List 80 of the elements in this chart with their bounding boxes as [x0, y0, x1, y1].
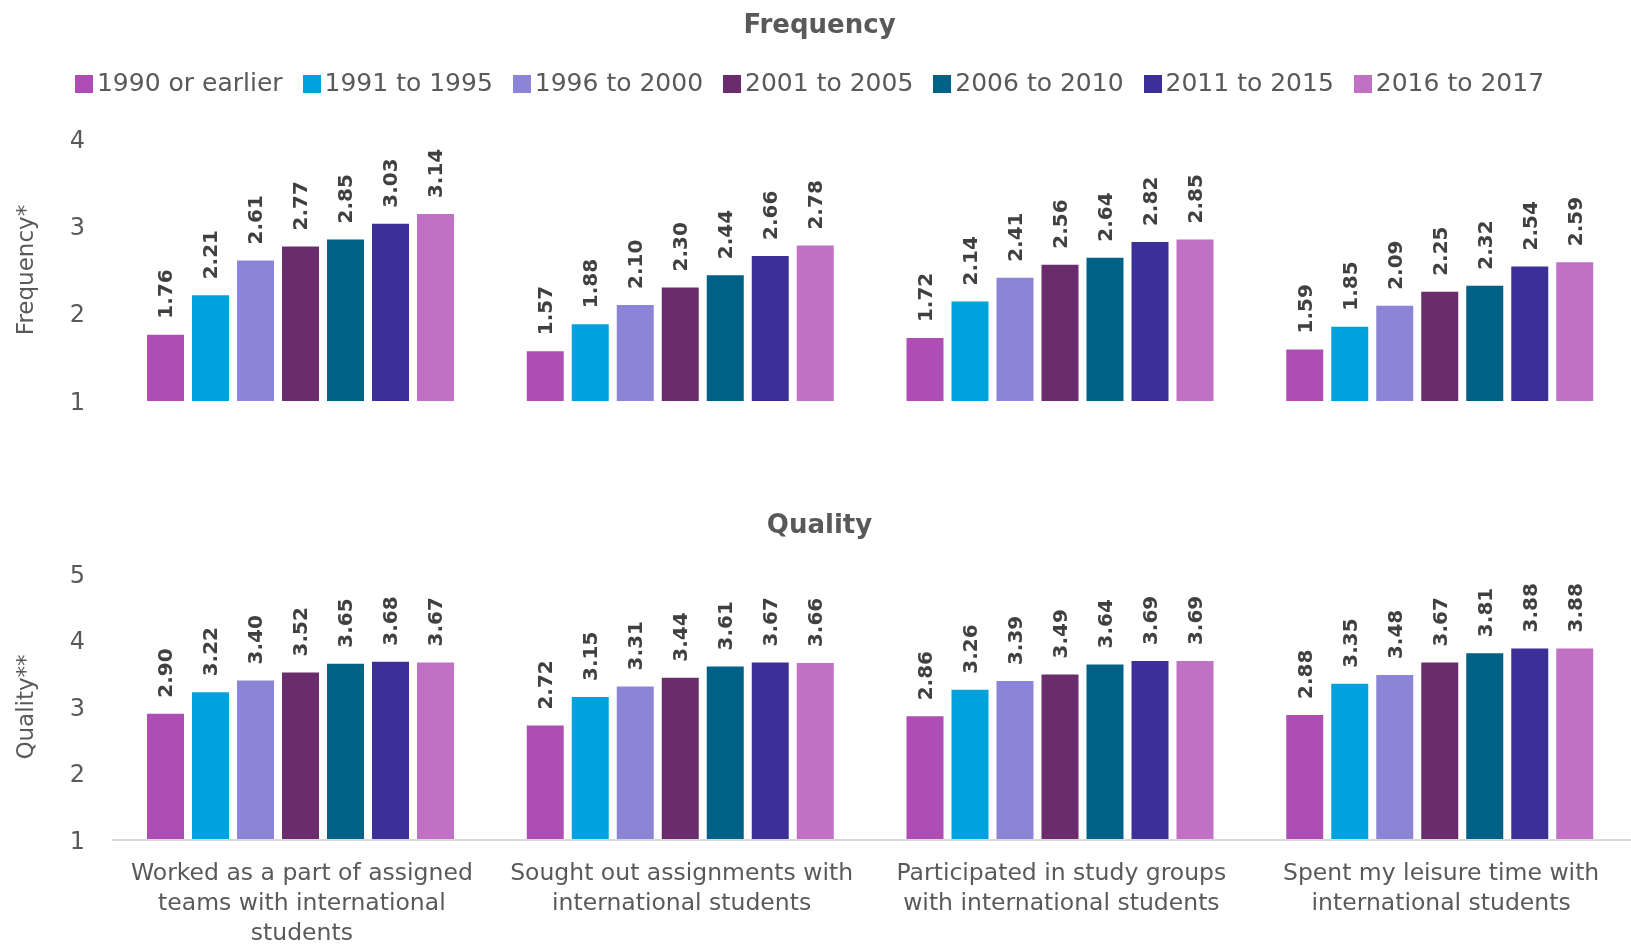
data-label: 3.68: [378, 596, 403, 646]
data-label: 2.61: [243, 195, 268, 245]
legend-label: 2016 to 2017: [1375, 68, 1545, 97]
data-label: 2.21: [198, 229, 223, 280]
data-label: 2.44: [713, 209, 738, 260]
data-label: 2.41: [1003, 212, 1027, 262]
data-label: 3.64: [1093, 599, 1117, 649]
data-label: 3.67: [1427, 597, 1452, 647]
y-tick-label: 2: [69, 300, 85, 329]
data-label: 3.61: [713, 601, 738, 651]
data-label: 2.90: [153, 648, 178, 698]
data-label: 3.40: [243, 615, 268, 665]
legend-label: 1991 to 1995: [324, 68, 493, 97]
data-label: 2.85: [1183, 174, 1207, 224]
data-label: 3.35: [1337, 618, 1362, 668]
data-label: 1.76: [153, 269, 178, 319]
y-tick-label: 3: [69, 693, 85, 722]
y-tick-label: 1: [69, 387, 85, 416]
data-label: 3.39: [1003, 615, 1027, 666]
data-label: 3.88: [1517, 583, 1542, 633]
data-label: 2.66: [758, 190, 783, 241]
data-label: 2.77: [288, 181, 313, 231]
data-label: 2.88: [1292, 649, 1317, 699]
x-tick-label: Spent my leisure time with international students: [1282, 857, 1600, 916]
y-tick-label: 4: [69, 125, 85, 154]
data-label: 2.14: [958, 236, 982, 286]
data-label: 3.67: [758, 597, 783, 647]
data-label: 3.22: [198, 627, 223, 677]
data-label: 2.10: [623, 239, 648, 289]
data-label: 1.59: [1292, 284, 1317, 334]
data-label: 3.69: [1138, 595, 1162, 646]
data-label: 1.57: [533, 285, 558, 336]
data-label: 3.65: [333, 598, 358, 648]
data-label: 3.14: [423, 148, 448, 199]
data-label: 3.52: [288, 607, 313, 657]
x-tick-label: Participated in study groups with international students: [896, 857, 1227, 916]
data-label: 3.67: [423, 597, 448, 647]
data-label: 3.66: [803, 597, 828, 648]
data-label: 2.72: [533, 660, 558, 710]
data-label: 2.54: [1517, 201, 1542, 251]
x-tick-label: Worked as a part of assigned teams with international students: [130, 857, 473, 946]
data-label: 2.09: [1382, 240, 1407, 290]
data-label: 3.49: [1048, 609, 1072, 659]
legend-label: 1990 or earlier: [96, 68, 283, 97]
legend-label: 2001 to 2005: [745, 68, 914, 97]
data-label: 3.15: [578, 631, 603, 682]
data-label: 2.78: [803, 180, 828, 230]
data-label: 2.82: [1138, 176, 1162, 227]
y-tick-label: 3: [69, 212, 85, 241]
y-tick-label: 1: [69, 826, 85, 855]
y-tick-label: 2: [69, 760, 85, 789]
data-label: 3.31: [623, 621, 648, 671]
chart-title: Quality: [765, 508, 874, 541]
data-label: 2.32: [1472, 220, 1497, 270]
legend-label: 1996 to 2000: [534, 68, 704, 97]
data-label: 2.56: [1048, 199, 1072, 249]
data-label: 2.85: [333, 174, 358, 224]
data-label: 3.48: [1382, 609, 1407, 660]
data-label: 3.88: [1562, 583, 1587, 633]
y-axis-title: Quality**: [12, 654, 38, 760]
y-tick-label: 4: [69, 627, 85, 656]
y-axis-title: Frequency*: [12, 204, 38, 336]
data-label: 2.64: [1093, 192, 1117, 242]
data-label: 3.69: [1183, 595, 1207, 646]
legend-label: 2006 to 2010: [955, 68, 1124, 97]
chart-title: Frequency: [742, 8, 897, 40]
legend-label: 2011 to 2015: [1165, 68, 1334, 97]
data-label: 2.30: [668, 222, 693, 272]
data-label: 2.59: [1562, 196, 1587, 247]
data-label: 2.86: [913, 650, 937, 701]
y-tick-label: 5: [69, 560, 85, 589]
data-label: 1.72: [913, 272, 937, 323]
data-label: 3.03: [378, 158, 403, 208]
data-label: 2.25: [1427, 226, 1452, 276]
x-tick-label: Sought out assignments with international students: [510, 857, 854, 916]
data-label: 3.44: [668, 612, 693, 662]
data-label: 3.26: [958, 624, 982, 674]
data-label: 1.85: [1337, 261, 1362, 311]
data-label: 1.88: [578, 258, 603, 309]
data-label: 3.81: [1472, 587, 1497, 638]
